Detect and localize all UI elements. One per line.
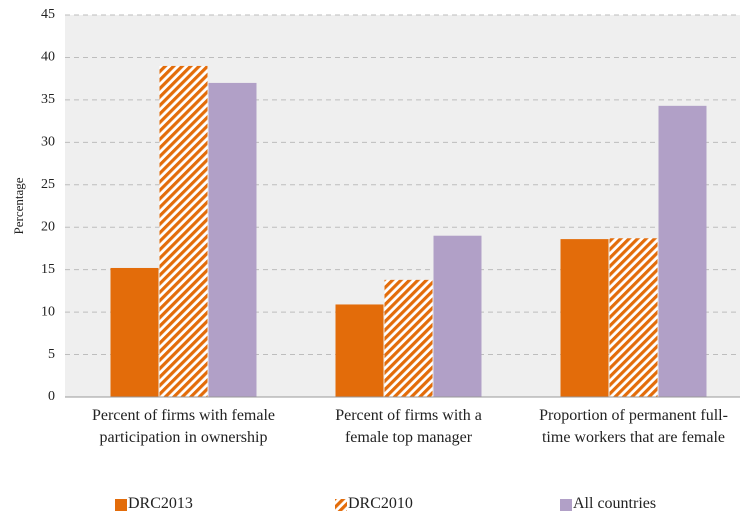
y-tick-label: 35 (41, 92, 55, 107)
legend-swatch (335, 499, 347, 511)
y-tick-label: 10 (41, 304, 55, 319)
x-tick-label: Proportion of permanent full-time worker… (539, 407, 728, 446)
legend-label: All countries (573, 495, 657, 512)
y-tick-label: 25 (41, 177, 55, 192)
bar (159, 65, 208, 397)
bar (110, 267, 159, 397)
legend-swatch (115, 499, 127, 511)
y-tick-label: 40 (41, 50, 55, 65)
y-tick-label: 15 (41, 262, 55, 277)
bar (335, 304, 384, 397)
x-tick-label: Percent of firms with a female top manag… (335, 407, 482, 446)
bar (433, 235, 482, 397)
legend-label: DRC2010 (348, 495, 413, 512)
y-tick-label: 30 (41, 135, 55, 150)
y-tick-label: 0 (48, 389, 55, 404)
bar (658, 105, 707, 397)
y-tick-label: 20 (41, 219, 55, 234)
bar (208, 82, 257, 398)
bar (560, 239, 609, 397)
legend-swatch (560, 499, 572, 511)
bar (384, 279, 433, 397)
y-tick-label: 45 (41, 7, 55, 22)
y-tick-label: 5 (48, 347, 55, 362)
legend-label: DRC2013 (128, 495, 193, 512)
y-axis-label: Percentage (11, 177, 26, 234)
x-tick-label: Percent of firms with female participati… (91, 407, 276, 446)
bar (609, 238, 658, 397)
